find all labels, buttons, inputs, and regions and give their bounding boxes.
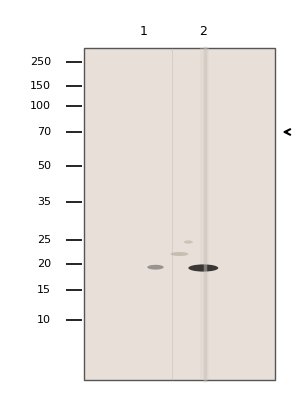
Text: 2: 2 xyxy=(199,25,207,38)
Ellipse shape xyxy=(170,252,188,256)
Ellipse shape xyxy=(184,240,193,244)
Ellipse shape xyxy=(188,264,218,272)
Bar xyxy=(200,48,209,380)
Text: 25: 25 xyxy=(37,235,51,245)
Bar xyxy=(84,48,275,380)
Text: 150: 150 xyxy=(30,81,51,91)
Text: 20: 20 xyxy=(37,259,51,269)
Text: 100: 100 xyxy=(30,101,51,111)
Ellipse shape xyxy=(147,265,164,270)
Text: 10: 10 xyxy=(37,315,51,325)
Text: 35: 35 xyxy=(37,197,51,207)
Text: 1: 1 xyxy=(140,25,147,38)
Text: 15: 15 xyxy=(37,285,51,295)
Text: 70: 70 xyxy=(37,127,51,137)
Text: 50: 50 xyxy=(37,161,51,171)
Text: 250: 250 xyxy=(30,57,51,67)
